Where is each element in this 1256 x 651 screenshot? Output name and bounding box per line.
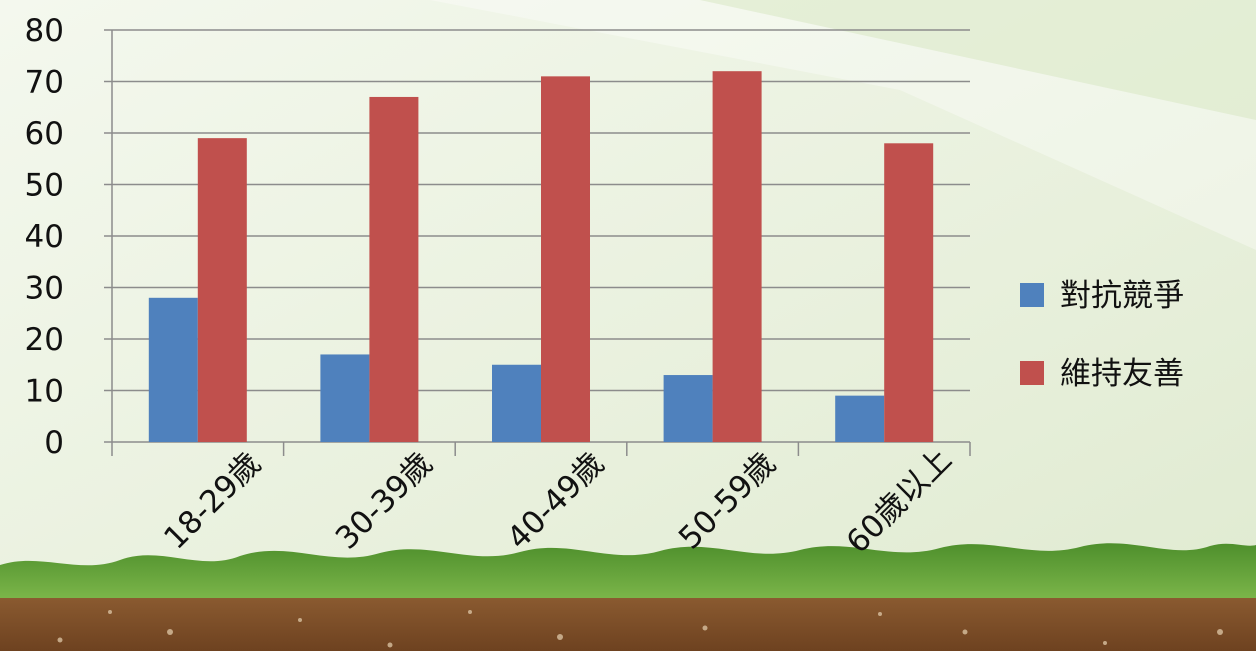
y-tick-label: 30 (25, 271, 64, 307)
bar-series-2 (369, 96, 419, 442)
bar-series-1 (835, 395, 885, 442)
soil-strip (0, 598, 1256, 651)
bar-series-2 (884, 143, 934, 443)
bar-series-1 (320, 354, 370, 442)
legend-swatch (1020, 361, 1044, 385)
bar-series-1 (492, 364, 541, 442)
legend-label: 維持友善 (1060, 356, 1184, 392)
bar-series-2 (197, 138, 247, 442)
grass-strip (0, 543, 1256, 600)
bar-series-1 (148, 297, 198, 442)
legend-swatch (1020, 283, 1044, 307)
y-tick-label: 40 (25, 219, 64, 255)
y-tick-label: 50 (25, 168, 64, 204)
ground-decoration (0, 543, 1256, 651)
bar-series-2 (712, 71, 762, 442)
bar-series-2 (541, 76, 590, 442)
legend-label: 對抗競爭 (1060, 278, 1184, 314)
bar-series-1 (663, 375, 713, 442)
y-tick-label: 0 (44, 425, 64, 461)
y-tick-label: 10 (25, 374, 64, 410)
y-tick-label: 80 (25, 13, 64, 49)
y-tick-label: 70 (25, 65, 64, 101)
y-tick-label: 60 (25, 116, 64, 152)
soil-specks (57, 610, 1223, 648)
y-tick-label: 20 (25, 322, 64, 358)
